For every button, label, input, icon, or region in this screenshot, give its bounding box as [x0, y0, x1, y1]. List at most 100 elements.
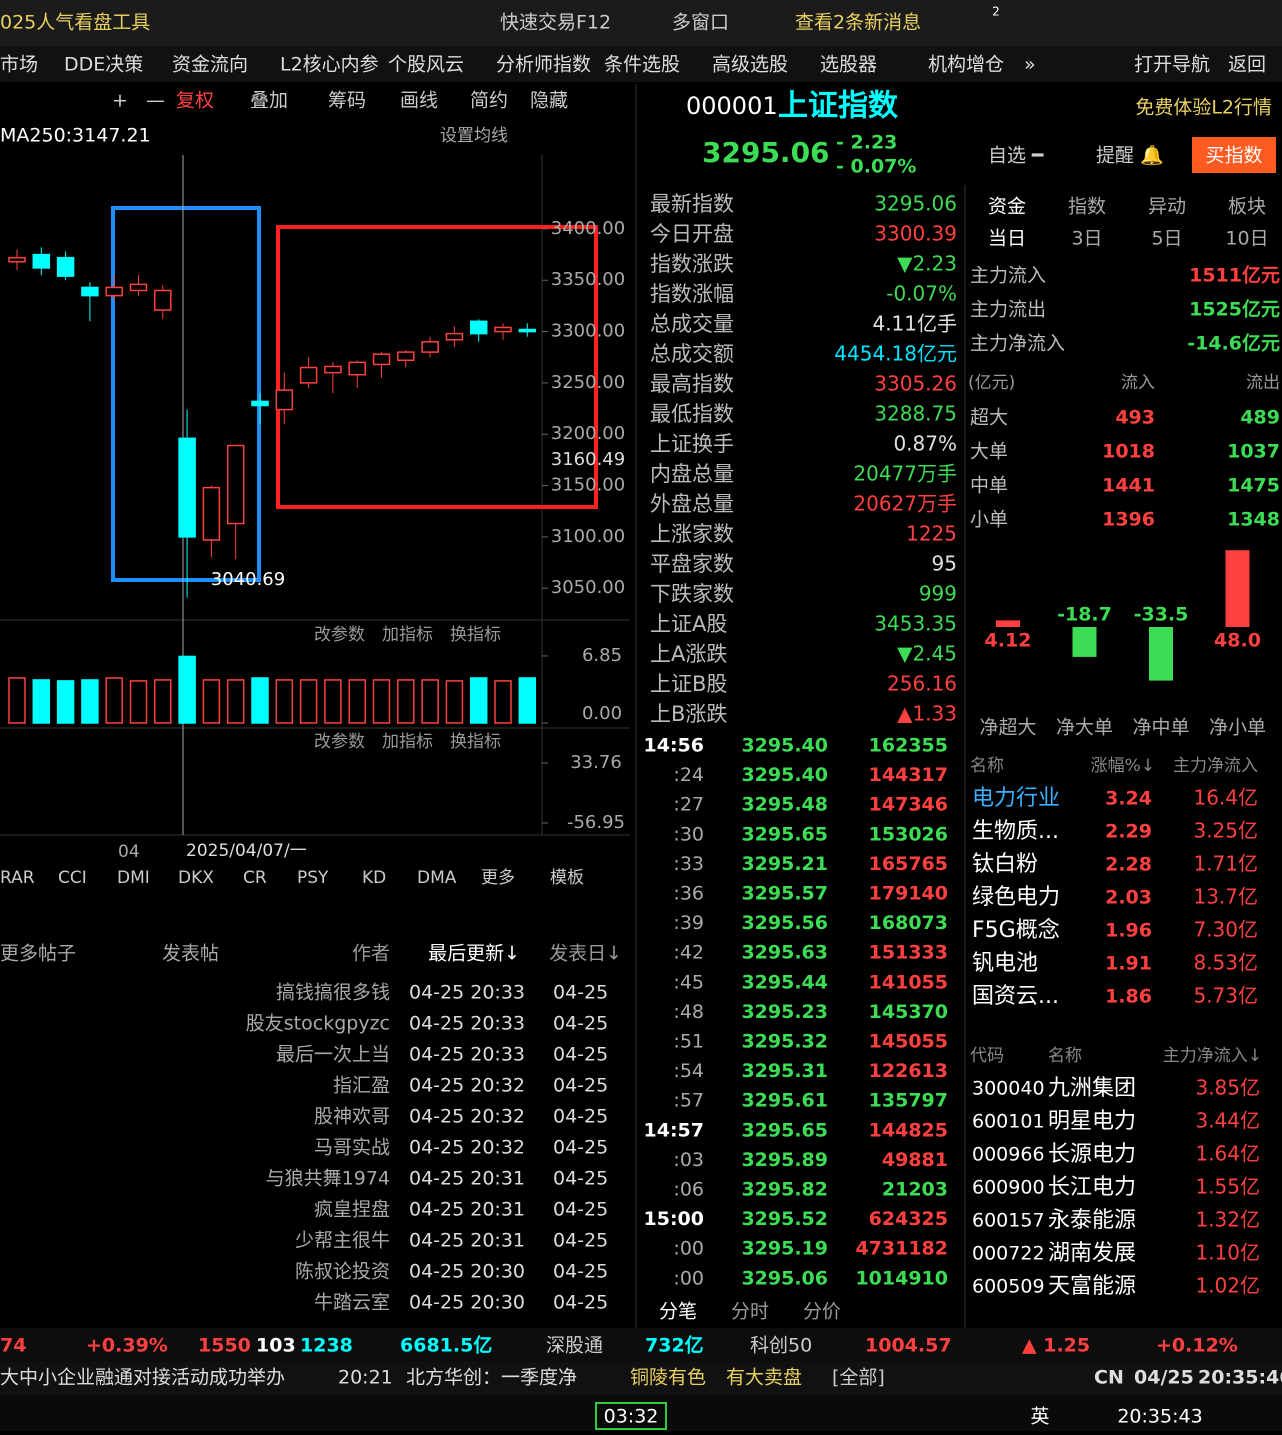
tool-button: 隐藏	[530, 90, 568, 112]
candle-body	[421, 341, 439, 353]
tool-button: +	[112, 90, 128, 112]
menu-item: DDE决策	[64, 54, 143, 76]
stat-value: 20477万手	[853, 462, 957, 486]
author: 少帮主很牛	[295, 1230, 390, 1252]
stat-label: 上证B股	[650, 672, 727, 696]
author: 疯皇捏盘	[314, 1199, 390, 1221]
sector-change: 2.28	[1105, 854, 1152, 876]
net-bar	[1072, 627, 1097, 657]
outflow: 1037	[1227, 441, 1280, 463]
tick-volume: 168073	[869, 912, 948, 934]
updated: 04-25 20:31	[409, 1168, 525, 1190]
button: 自选 ━	[988, 145, 1044, 167]
volume-bar	[251, 677, 269, 724]
stat-label: 上A涨跌	[650, 642, 727, 666]
clock: 03:32	[604, 1406, 659, 1428]
tick-volume: 179140	[869, 883, 948, 905]
stock-code: 600101	[972, 1111, 1045, 1133]
button: 快速交易F12	[500, 12, 611, 34]
inflow: 1441	[1102, 475, 1155, 497]
bar-label: 净大单	[1056, 717, 1113, 739]
updated: 04-25 20:32	[409, 1106, 525, 1128]
stock-code: 600157	[972, 1210, 1045, 1232]
stat-label: 上B涨跌	[650, 702, 727, 726]
stat-value: 20627万手	[853, 492, 957, 516]
flow-label: 主力流入	[970, 265, 1046, 287]
updated: 04-25 20:33	[409, 1044, 525, 1066]
stock-flow: 1.02亿	[1195, 1274, 1260, 1298]
tick-time: :03	[673, 1149, 704, 1171]
tick-time: :33	[673, 853, 704, 875]
tab: 异动	[1148, 196, 1186, 218]
sector-name: 绿色电力	[972, 885, 1060, 910]
outflow: 1348	[1227, 509, 1280, 531]
tick-time: :06	[673, 1179, 704, 1201]
stock-code: 600509	[972, 1276, 1045, 1298]
tick-time: :39	[673, 912, 704, 934]
tick-price: 3295.63	[741, 942, 828, 964]
stock-flow: 1.64亿	[1195, 1142, 1260, 1166]
volume-bar	[299, 679, 318, 724]
tick-volume: 151333	[869, 942, 948, 964]
button: 多窗口	[672, 12, 729, 34]
y-tick-label: 3250.00	[551, 372, 625, 393]
inflow: 493	[1115, 407, 1155, 429]
outflow: 1475	[1227, 475, 1280, 497]
button: 发表帖	[162, 943, 219, 965]
net-bar	[996, 620, 1020, 627]
column-header: 名称	[1048, 1046, 1082, 1066]
menu-item: 市场	[0, 54, 38, 76]
stock-name: 永泰能源	[1048, 1208, 1136, 1233]
stat-value: ▲1.33	[897, 702, 957, 726]
stat-value: ▼2.23	[897, 252, 957, 276]
stat-value: 3453.35	[874, 612, 957, 636]
author: 马哥实战	[314, 1137, 390, 1159]
sector-flow: 1.71亿	[1193, 852, 1258, 876]
tick-price: 3295.40	[741, 764, 828, 786]
flow-value: 1525亿元	[1189, 298, 1280, 321]
row-label: 大单	[970, 441, 1008, 463]
stock-flow: 1.32亿	[1195, 1208, 1260, 1232]
indicator-tab: CR	[243, 868, 267, 888]
sector-name: 国资云...	[972, 984, 1059, 1009]
posted: 04-25	[553, 1199, 608, 1221]
buy-button: 买指数	[1205, 145, 1262, 167]
y-tick-label: 33.76	[570, 752, 622, 773]
y-tick-label: 3400.00	[551, 218, 625, 239]
indicator-control: 改参数	[314, 625, 365, 645]
sector-name: F5G概念	[972, 918, 1060, 943]
stat-label: 指数涨幅	[650, 282, 734, 306]
column-header: 最后更新↓	[428, 943, 520, 965]
stock-name: 湖南发展	[1048, 1241, 1136, 1266]
updated: 04-25 20:31	[409, 1199, 525, 1221]
status-item: 1550	[198, 1335, 251, 1357]
tick-price: 3295.48	[741, 794, 828, 816]
candle-body	[178, 437, 196, 538]
status-item: 732亿	[645, 1334, 704, 1357]
status-item: 科创50	[750, 1335, 812, 1357]
stock-name: 天富能源	[1048, 1274, 1136, 1299]
sector-flow: 8.53亿	[1193, 951, 1258, 975]
stat-label: 最高指数	[650, 372, 734, 396]
tool-button: —	[146, 90, 165, 112]
column-header: 名称	[970, 756, 1004, 776]
column-header: 发表日↓	[549, 943, 622, 965]
posted: 04-25	[553, 982, 608, 1004]
sector-flow: 16.4亿	[1193, 786, 1258, 810]
sector-change: 2.03	[1105, 887, 1152, 909]
stat-label: 下跌家数	[650, 582, 734, 606]
status-item: 1238	[300, 1335, 353, 1357]
tick-volume: 1014910	[855, 1267, 948, 1289]
volume-bar	[372, 679, 391, 724]
tick-time: :54	[673, 1060, 704, 1082]
column-header: (亿元)	[968, 373, 1015, 393]
tick-time: 14:57	[644, 1119, 704, 1141]
status-item: 103	[256, 1335, 296, 1357]
tab: 分价	[803, 1301, 841, 1323]
stock-name: 九洲集团	[1048, 1076, 1136, 1101]
candle-body	[372, 353, 391, 366]
stat-value: 3300.39	[874, 222, 957, 246]
stock-code: 000722	[972, 1243, 1045, 1265]
stock-name: 长江电力	[1048, 1175, 1136, 1200]
